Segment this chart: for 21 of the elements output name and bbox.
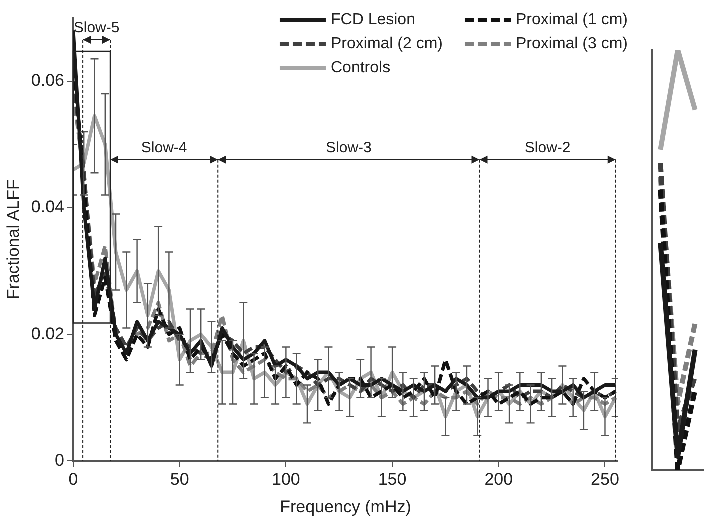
annotation: Slow-3 [326, 139, 372, 156]
annotation: Slow-2 [524, 139, 571, 156]
x-tick-label: 100 [272, 470, 300, 490]
x-tick-label: 150 [378, 470, 407, 490]
annotation: Slow-4 [141, 139, 188, 156]
x-tick-label: 250 [591, 470, 620, 490]
annotation: Slow-5 [74, 20, 120, 37]
legend-label: Proximal (3 cm) [516, 35, 628, 52]
y-tick-label: 0 [55, 450, 64, 470]
legend-label: Proximal (1 cm) [516, 11, 628, 28]
x-tick-label: 50 [170, 470, 190, 490]
legend-label: Controls [330, 59, 391, 76]
legend-label: FCD Lesion [330, 11, 416, 28]
y-tick-label: 0.02 [31, 324, 64, 344]
x-tick-label: 0 [68, 470, 78, 490]
x-tick-label: 200 [484, 470, 514, 490]
y-tick-label: 0.04 [31, 198, 64, 217]
legend-label: Proximal (2 cm) [330, 35, 443, 52]
x-axis-title: Frequency (mHz) [280, 497, 412, 516]
y-axis-title: Fractional ALFF [4, 180, 23, 300]
y-tick-label: 0.06 [31, 71, 64, 90]
